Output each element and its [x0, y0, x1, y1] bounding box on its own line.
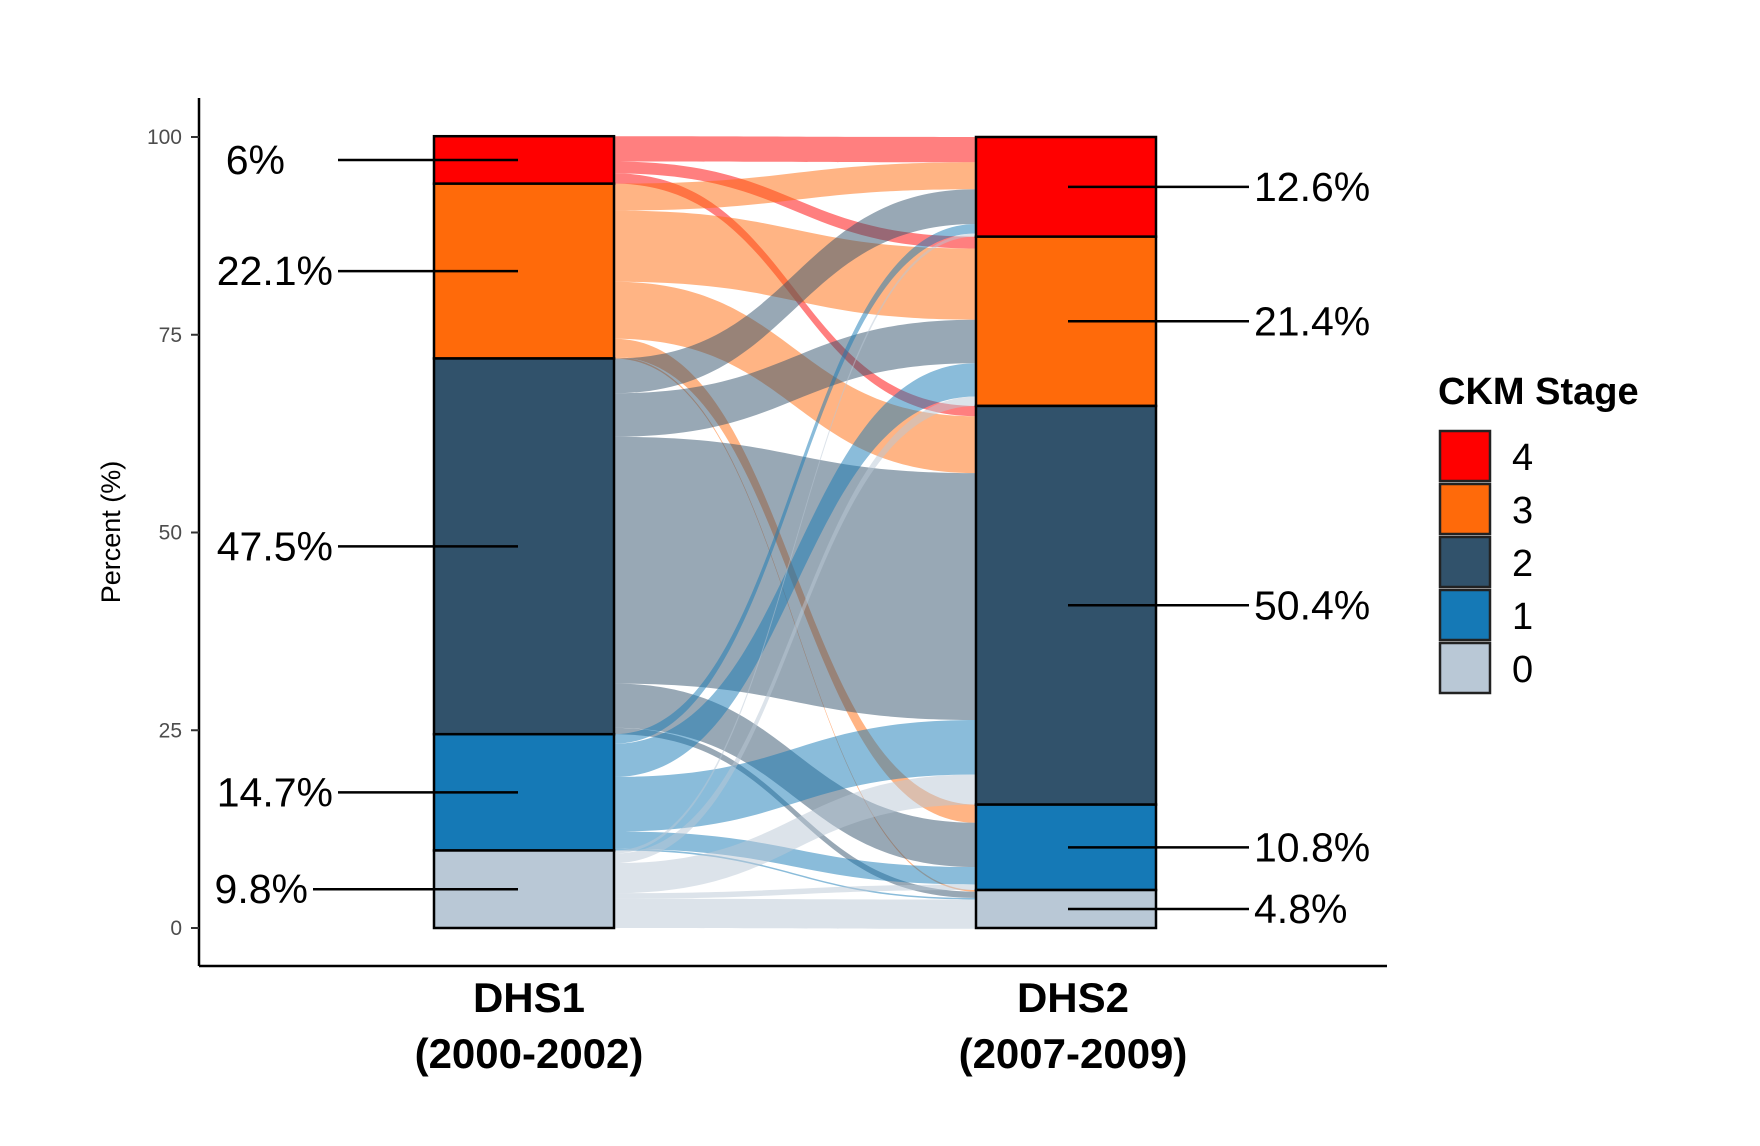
label-dhs2-stage-3: 21.4%	[1254, 298, 1370, 344]
category-labels: DHS1 (2000-2002) DHS2 (2007-2009)	[415, 974, 1188, 1077]
flow-2-to-3	[614, 319, 976, 437]
legend-label-stage-0: 0	[1512, 649, 1533, 691]
flow-2-to-0	[614, 727, 976, 898]
y-tick-label: 50	[159, 522, 182, 545]
label-dhs2-stage-0: 4.8%	[1254, 886, 1347, 932]
flow-0-to-3	[614, 396, 976, 864]
category-label-dhs2-years: (2007-2009)	[959, 1030, 1188, 1077]
legend-label-stage-2: 2	[1512, 543, 1533, 585]
flow-1-to-4	[614, 224, 976, 744]
flow-3-to-4	[614, 162, 976, 211]
legend-label-stage-3: 3	[1512, 490, 1533, 532]
label-dhs2-stage-1: 10.8%	[1254, 824, 1370, 870]
legend-title: CKM Stage	[1438, 371, 1639, 413]
category-label-dhs2-name: DHS2	[1017, 974, 1129, 1021]
y-tick-label: 75	[159, 324, 182, 347]
legend-swatch-stage-1	[1438, 588, 1492, 642]
category-label-dhs1-years: (2000-2002)	[415, 1030, 644, 1077]
flow-1-to-2	[614, 719, 976, 832]
legend-label-stage-4: 4	[1512, 437, 1533, 479]
y-tick-label: 0	[170, 917, 182, 940]
legend-label-stage-1: 1	[1512, 596, 1533, 638]
label-dhs2-stage-4: 12.6%	[1254, 164, 1370, 210]
y-ticks: 0 25 50 75 100	[147, 126, 199, 940]
label-dhs1-stage-3: 22.1%	[217, 248, 333, 294]
flow-1-to-1	[614, 831, 976, 885]
label-dhs1-stage-0: 9.8%	[215, 866, 308, 912]
label-dhs2-stage-2: 50.4%	[1254, 582, 1370, 628]
flow-0-to-2	[614, 774, 976, 894]
legend-swatch-stage-3	[1438, 482, 1492, 536]
y-axis-title: Percent (%)	[96, 461, 126, 604]
category-label-dhs1-name: DHS1	[473, 974, 585, 1021]
flow-3-to-3	[614, 210, 976, 320]
flow-1-to-0	[614, 848, 976, 900]
y-tick-label: 25	[159, 719, 182, 742]
flow-0-to-0	[614, 898, 976, 929]
flow-0-to-1	[614, 884, 976, 899]
label-leader-lines	[313, 158, 1249, 911]
flow-2-to-4	[614, 189, 976, 394]
flow-4-to-3	[614, 161, 976, 249]
percent-labels: 6% 22.1% 47.5% 14.7% 9.8% 12.6% 21.4% 50.4% 10.8…	[215, 137, 1371, 932]
legend-swatch-stage-2	[1438, 535, 1492, 589]
axes: Percent (%)	[96, 98, 1387, 968]
flow-ribbons	[614, 136, 976, 929]
label-dhs1-stage-2: 47.5%	[217, 523, 333, 569]
y-tick-label: 100	[147, 126, 182, 149]
label-dhs1-stage-1: 14.7%	[217, 769, 333, 815]
legend-swatch-stage-4	[1438, 429, 1492, 483]
label-dhs1-stage-4: 6%	[226, 137, 285, 183]
flow-1-to-3	[614, 363, 976, 777]
flow-0-to-4	[614, 233, 976, 854]
flow-4-to-4	[614, 136, 976, 163]
legend: CKM Stage 4 3 2 1 0	[1438, 371, 1639, 695]
legend-swatch-stage-0	[1438, 641, 1492, 695]
